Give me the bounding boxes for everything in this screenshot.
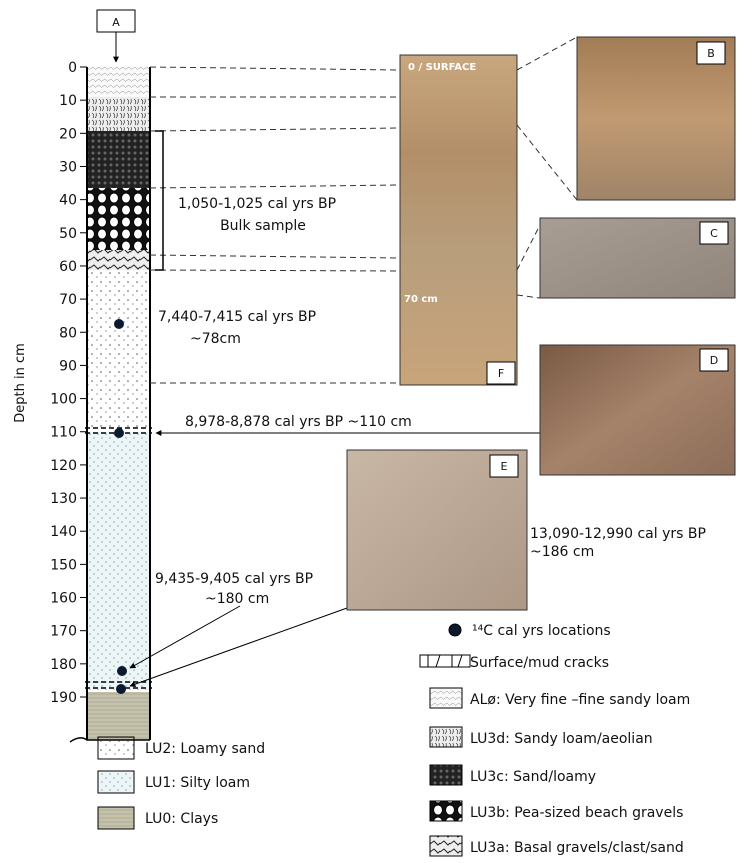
legend-text: LU3b: Pea-sized beach gravels xyxy=(470,805,683,821)
legend-text: LU1: Silty loam xyxy=(145,775,250,791)
photo-label: D xyxy=(710,354,718,367)
legend-text: LU3a: Basal gravels/clast/sand xyxy=(470,840,684,856)
tick-label: 40 xyxy=(59,193,77,209)
column xyxy=(70,67,152,742)
panel-label: A xyxy=(112,16,120,29)
tick-label: 190 xyxy=(50,690,77,706)
annotation: 13,090-12,990 cal yrs BP xyxy=(530,526,706,542)
legend-text: ALø: Very fine –fine sandy loam xyxy=(470,692,690,708)
tick-label: 70 xyxy=(59,292,77,308)
tick-label: 0 xyxy=(68,60,77,76)
tick-label: 100 xyxy=(50,392,77,408)
tick-label: 140 xyxy=(50,524,77,540)
annotation: ~78cm xyxy=(190,331,241,347)
tick-label: 120 xyxy=(50,458,77,474)
annotation: 9,435-9,405 cal yrs BP xyxy=(155,571,313,587)
tick-label: 60 xyxy=(59,259,77,275)
tick-label: 90 xyxy=(59,358,77,374)
legend-text: LU0: Clays xyxy=(145,811,218,827)
legend-text: LU3c: Sand/loamy xyxy=(470,769,596,785)
legend-text: Surface/mud cracks xyxy=(470,655,609,671)
tick-label: 20 xyxy=(59,126,77,142)
annotation: 8,978-8,878 cal yrs BP ~110 cm xyxy=(185,414,412,430)
tick-label: 50 xyxy=(59,226,77,242)
photo-text: 70 cm xyxy=(404,294,438,305)
tick-label: 160 xyxy=(50,591,77,607)
annotation: 7,440-7,415 cal yrs BP xyxy=(158,309,316,325)
annotation: ~186 cm xyxy=(530,544,594,560)
tick-label: 10 xyxy=(59,93,77,109)
photo-label: F xyxy=(498,367,504,380)
tick-label: 180 xyxy=(50,657,77,673)
tick-label: 150 xyxy=(50,557,77,573)
tick-label: 170 xyxy=(50,624,77,640)
annotation: 1,050-1,025 cal yrs BP xyxy=(178,196,336,212)
photos xyxy=(347,37,735,610)
axis-label: Depth in cm xyxy=(13,343,28,423)
photo-label: C xyxy=(710,227,718,240)
tick-label: 30 xyxy=(59,159,77,175)
photo-text: 0 / SURFACE xyxy=(408,62,476,73)
annotation: Bulk sample xyxy=(220,218,306,234)
photo-label: B xyxy=(707,47,715,60)
photo-label: E xyxy=(501,460,508,473)
tick-label: 110 xyxy=(50,425,77,441)
legend-text: LU2: Loamy sand xyxy=(145,741,265,757)
tick-label: 80 xyxy=(59,325,77,341)
tick-label: 130 xyxy=(50,491,77,507)
annotation: ~180 cm xyxy=(205,591,269,607)
legend-text: ¹⁴C cal yrs locations xyxy=(472,623,611,639)
legend-text: LU3d: Sandy loam/aeolian xyxy=(470,731,653,747)
figure: A Depth in cm F B C D E 0 / SURFACE 70 c… xyxy=(0,0,755,859)
